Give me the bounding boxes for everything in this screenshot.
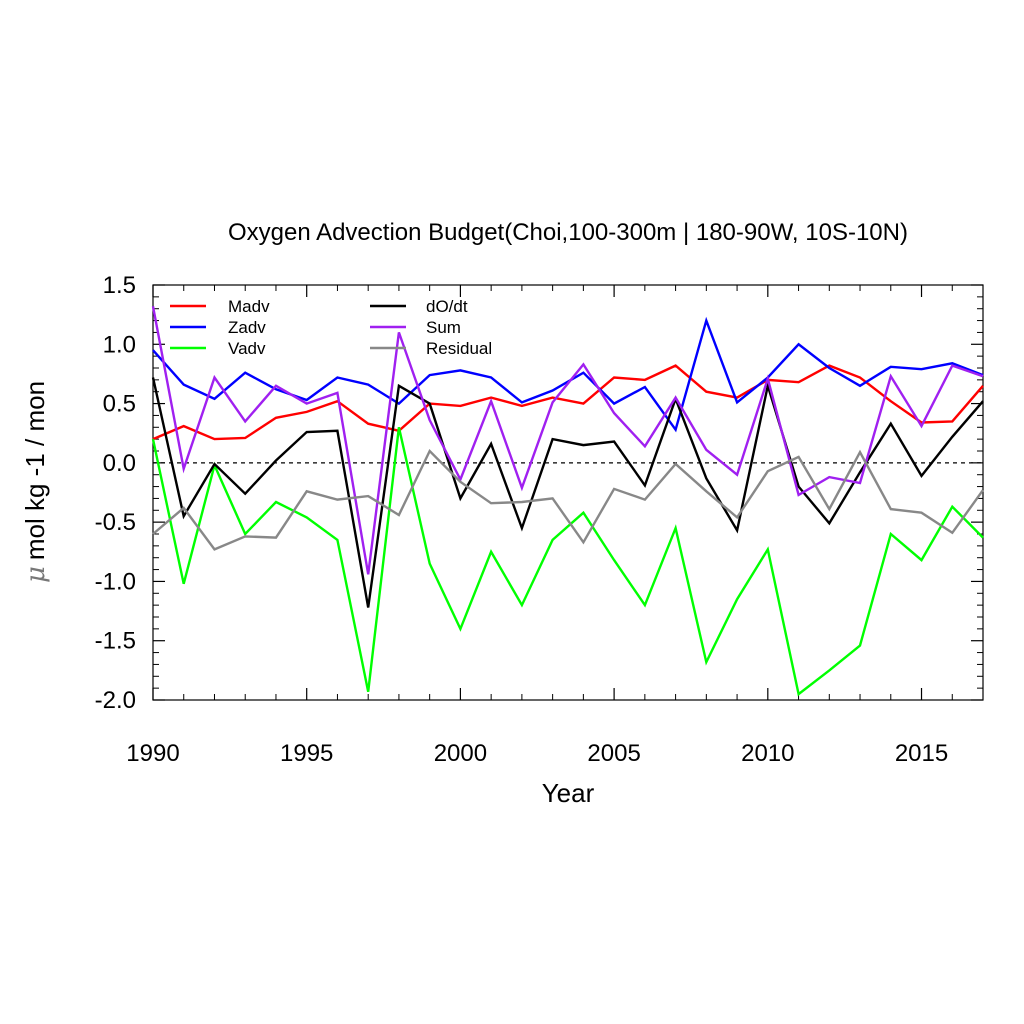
y-tick-label: 1.0 — [103, 331, 136, 358]
legend-label-vadv: Vadv — [228, 339, 266, 358]
y-axis-title-text: mol kg -1 / mon — [20, 381, 50, 560]
x-tick-label: 2000 — [434, 740, 487, 767]
x-tick-label: 2010 — [741, 740, 794, 767]
x-tick-label: 2005 — [587, 740, 640, 767]
chart-title: Oxygen Advection Budget(Choi,100-300m | … — [228, 219, 908, 246]
y-tick-label: 0.5 — [103, 391, 136, 418]
series-line-do-dt — [151, 377, 984, 608]
legend-label-zadv: Zadv — [228, 318, 266, 337]
y-tick-label: -2.0 — [95, 687, 136, 714]
y-tick-label: 0.0 — [103, 450, 136, 477]
y-axis-title: μ mol kg -1 / mon — [20, 381, 51, 583]
y-tick-label: -1.5 — [95, 628, 136, 655]
legend-label-do-dt: dO/dt — [426, 297, 468, 316]
series-line-zadv — [152, 316, 984, 433]
plot-border — [152, 284, 984, 701]
y-tick-label: 1.5 — [103, 272, 136, 299]
x-tick-label: 2015 — [895, 740, 948, 767]
plot-area — [152, 284, 984, 701]
series-line-residual — [152, 448, 984, 551]
legend: Madv Zadv Vadv dO/dt Sum Residual — [170, 297, 492, 358]
series-line-vadv — [151, 427, 984, 697]
y-axis: 1.5 1.0 0.5 0.0 -0.5 -1.0 -1.5 -2.0 — [95, 272, 983, 714]
y-tick-label: -0.5 — [95, 509, 136, 536]
legend-label-sum: Sum — [426, 318, 461, 337]
y-tick-label: -1.0 — [95, 568, 136, 595]
x-axis-title: Year — [542, 778, 595, 808]
x-tick-label: 1995 — [280, 740, 333, 767]
minor-ticks — [153, 285, 984, 700]
x-tick-label: 1990 — [126, 740, 179, 767]
series-line-madv — [152, 364, 984, 441]
legend-label-residual: Residual — [426, 339, 492, 358]
y-axis-title-symbol: μ — [21, 566, 51, 583]
x-axis: 1990 1995 2000 2005 2010 2015 — [126, 285, 948, 767]
series-lines — [151, 306, 984, 697]
legend-label-madv: Madv — [228, 297, 270, 316]
